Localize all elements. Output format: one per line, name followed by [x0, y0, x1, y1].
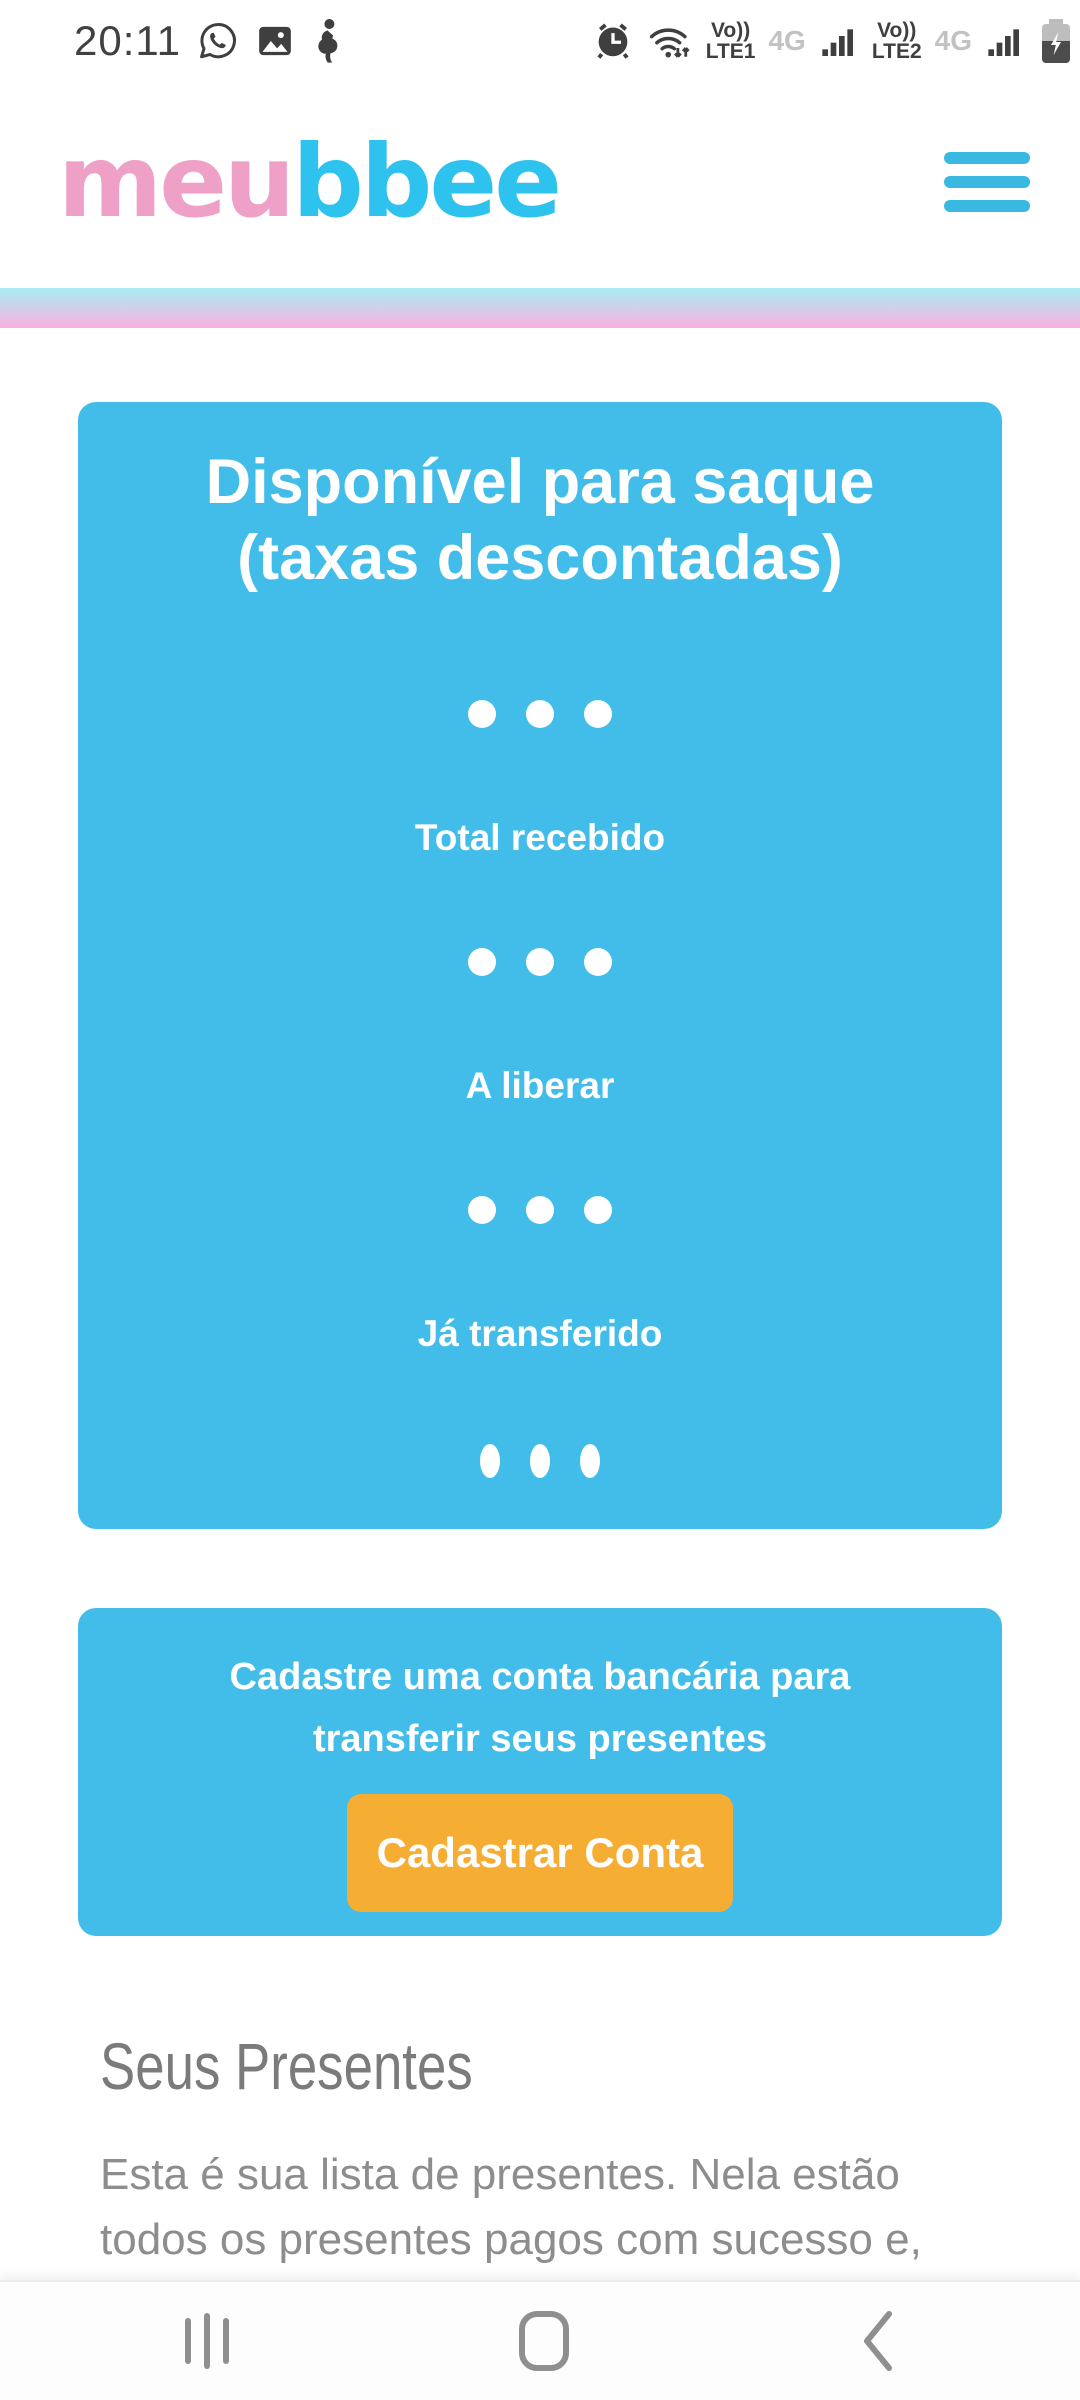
status-bar: 20:11: [0, 0, 1080, 76]
signal-bars-sim1-icon: [819, 21, 859, 61]
loading-dots-available: [453, 700, 627, 728]
network-4g-sim1: 4G: [768, 25, 806, 56]
loading-dots-to-release: [453, 1196, 627, 1224]
meubbee-logo: meubbee: [58, 132, 562, 232]
loading-dots-total-received: [453, 948, 627, 976]
app-header: meubbee: [0, 76, 1080, 288]
logo-part-meu: meu: [58, 123, 295, 240]
recents-icon[interactable]: [185, 2313, 229, 2369]
label-to-release: A liberar: [465, 1065, 615, 1106]
volte-sim1-indicator: Vo)) LTE1: [705, 19, 756, 63]
volte-sim2-indicator: Vo)) LTE2: [871, 19, 922, 63]
label-already-transferred: Já transferido: [417, 1313, 663, 1354]
alarm-icon: [592, 20, 634, 62]
clock-time: 20:11: [74, 17, 181, 64]
back-icon[interactable]: [859, 2310, 895, 2372]
gallery-icon: [255, 21, 295, 61]
balance-card-title: Disponível para saque (taxas descontadas…: [205, 447, 875, 593]
logo-part-bbee: bbee: [292, 123, 562, 240]
gradient-divider: [0, 288, 1080, 328]
presents-section-title: Seus Presentes: [100, 2029, 473, 2103]
bank-account-card: Cadastre uma conta bancária para transfe…: [78, 1608, 1002, 1936]
home-icon[interactable]: [519, 2311, 569, 2371]
pregnancy-icon: [311, 18, 345, 64]
bank-card-text: Cadastre uma conta bancária para transfe…: [229, 1656, 851, 1760]
battery-charging-icon: [1038, 17, 1074, 65]
wifi-icon: [647, 20, 693, 62]
presents-section: Seus Presentes Esta é sua lista de prese…: [0, 2028, 1080, 2272]
signal-bars-sim2-icon: [985, 21, 1025, 61]
label-total-received: Total recebido: [414, 817, 666, 858]
android-navigation-bar: [0, 2280, 1080, 2400]
presents-section-description: Esta é sua lista de presentes. Nela estã…: [100, 2150, 922, 2264]
register-account-button[interactable]: Cadastrar Conta: [347, 1794, 733, 1912]
whatsapp-icon: [197, 20, 239, 62]
balance-card: Disponível para saque (taxas descontadas…: [78, 402, 1002, 1529]
loading-dots-already-transferred: [465, 1444, 615, 1478]
menu-hamburger-icon[interactable]: [944, 152, 1030, 212]
network-4g-sim2: 4G: [934, 25, 972, 56]
